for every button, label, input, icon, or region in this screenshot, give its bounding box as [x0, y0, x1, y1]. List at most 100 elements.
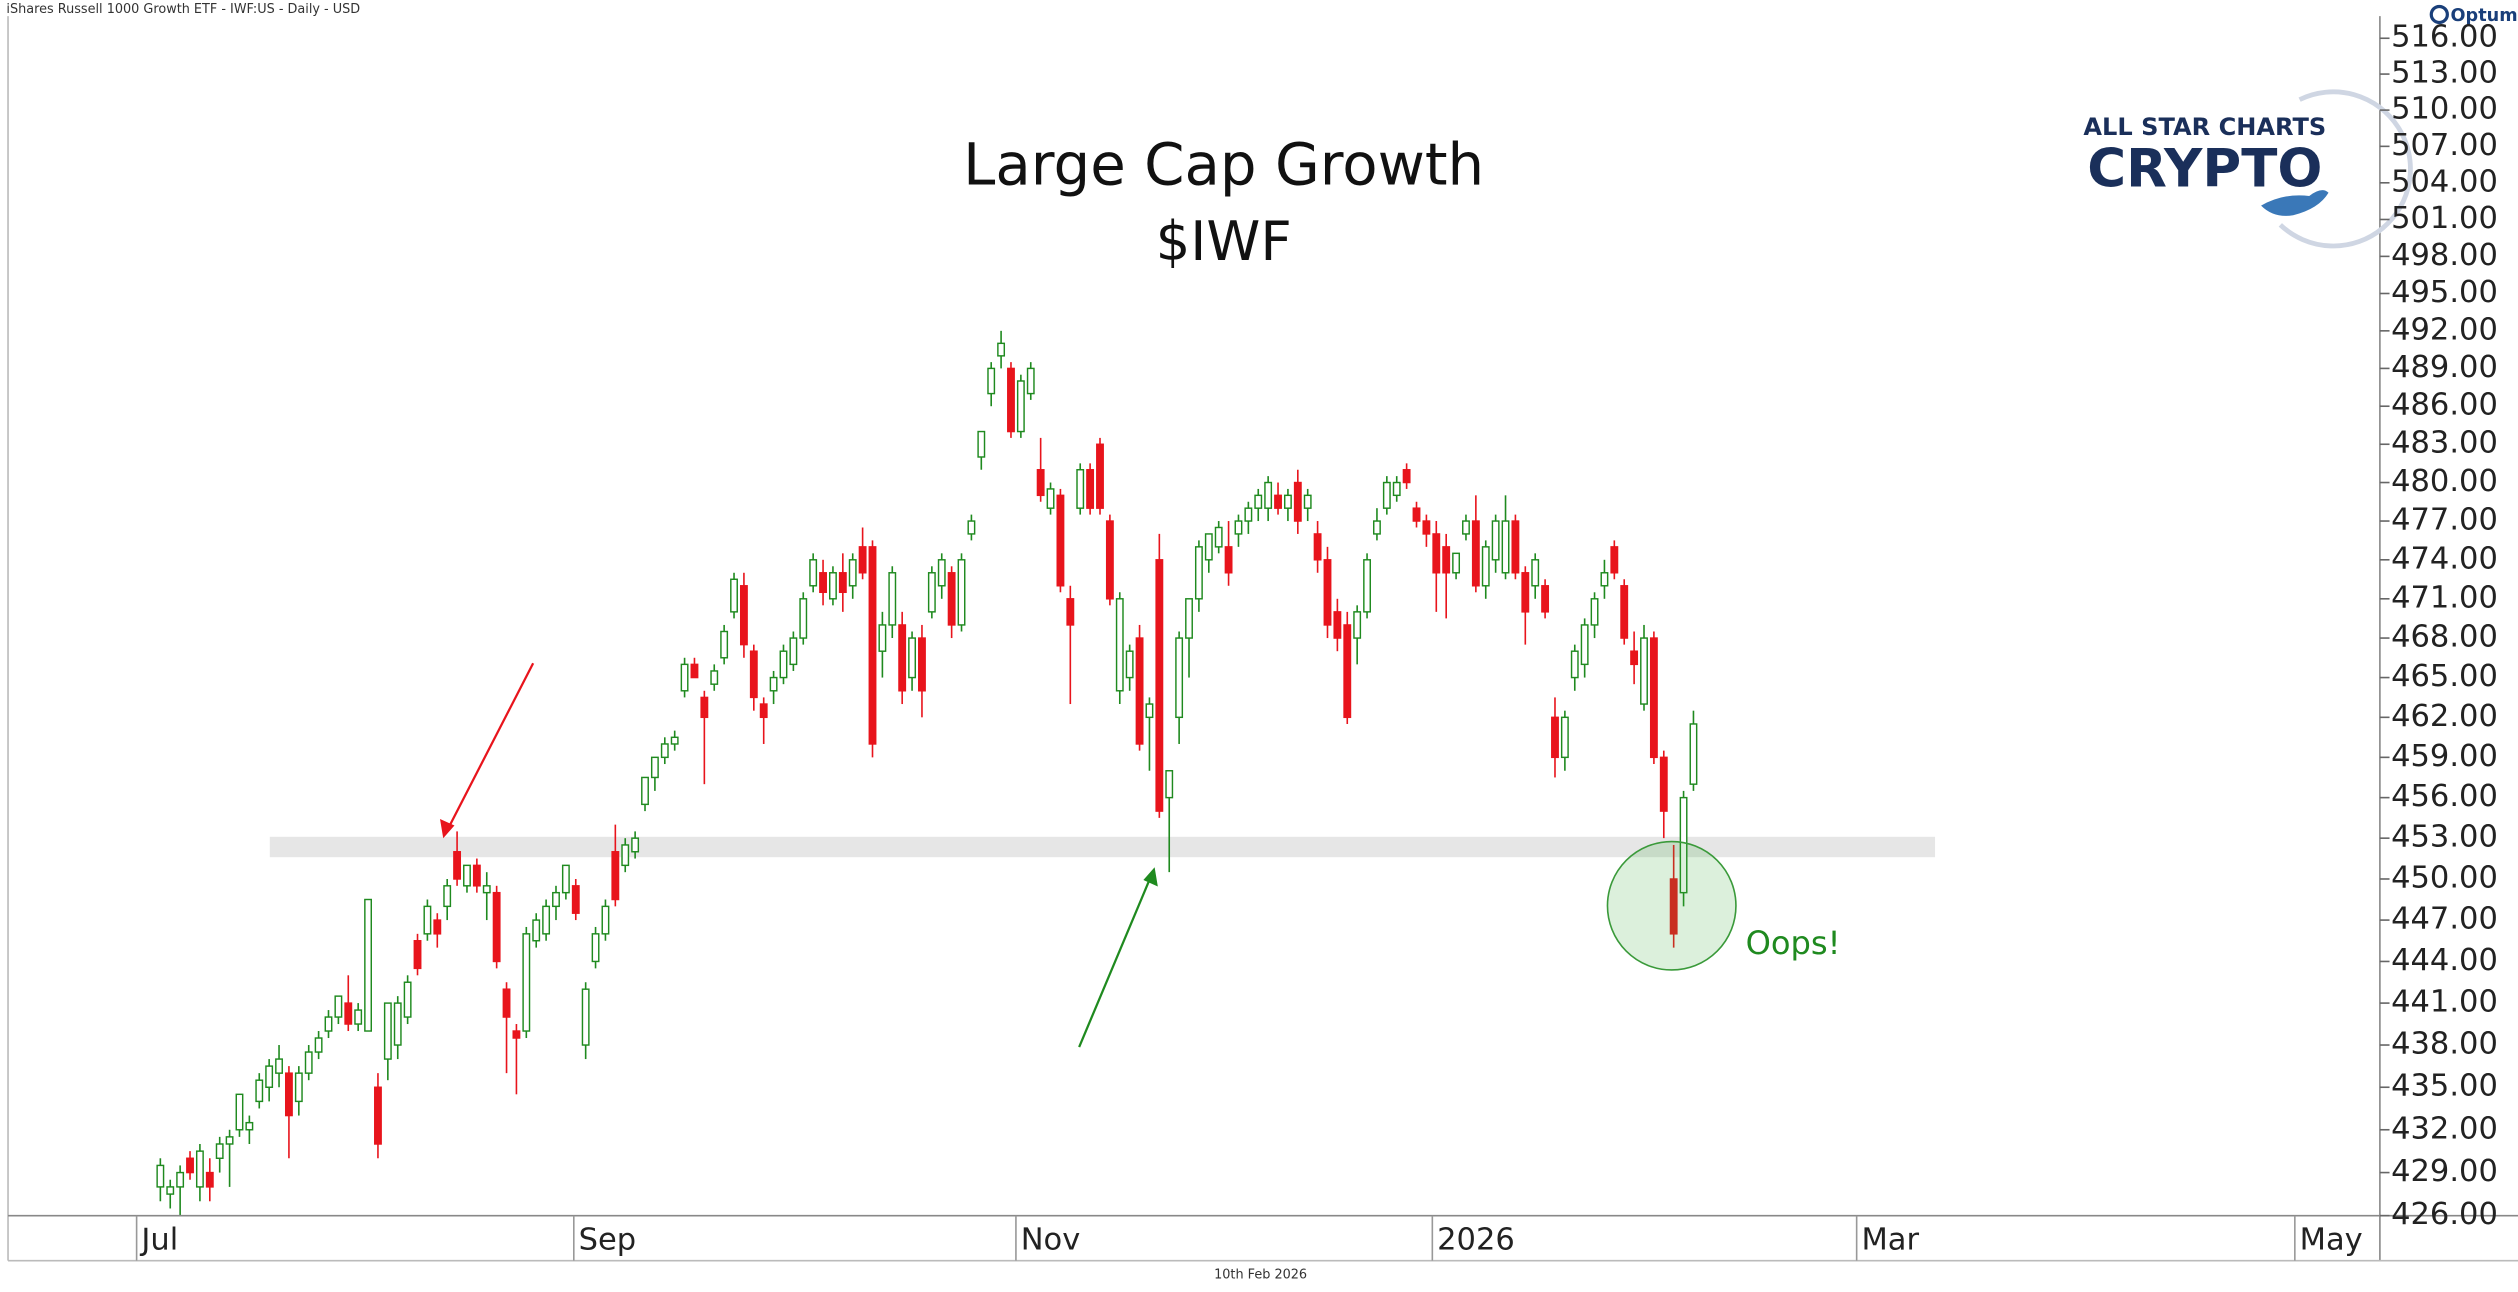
candle-body [1392, 481, 1401, 497]
candle-body [1115, 598, 1124, 692]
footer-date: 10th Feb 2026 [1214, 1267, 1307, 1282]
candle-body [799, 598, 808, 639]
x-tick-label: Jul [139, 1222, 178, 1257]
y-tick-label: 513.00 [2391, 56, 2498, 91]
candle-body [195, 1150, 204, 1188]
candle-body [1679, 796, 1688, 894]
candle-body [1303, 494, 1312, 509]
candle-body [1016, 380, 1025, 433]
candle-body [1610, 546, 1619, 574]
green-arrow-head [1143, 867, 1158, 887]
candle-body [591, 933, 600, 963]
candle-body [1264, 481, 1273, 509]
annotation: Oops! [1746, 924, 1841, 962]
red-arrow [445, 662, 535, 833]
y-tick-label: 429.00 [2391, 1154, 2498, 1189]
chart-title: Large Cap Growth [963, 131, 1484, 199]
candle-body [571, 885, 580, 914]
candle-body [1244, 507, 1253, 522]
y-tick-label: 435.00 [2391, 1069, 2498, 1104]
candle-body [690, 663, 699, 679]
candle-body [1343, 624, 1352, 719]
candle-body [858, 546, 867, 574]
y-tick-label: 438.00 [2391, 1027, 2498, 1062]
candle-body [1323, 559, 1332, 626]
candle-body [1175, 637, 1184, 719]
logo: ALL STAR CHARTS CRYPTO [2083, 89, 2413, 249]
candle-body [1630, 650, 1639, 666]
candle-body [1214, 526, 1223, 548]
candle-body [1036, 469, 1045, 497]
candle-body [1669, 878, 1678, 935]
candle-body [314, 1037, 323, 1053]
candle-body [275, 1058, 283, 1074]
candle-body [1491, 520, 1500, 561]
x-tick-label: Nov [1021, 1222, 1081, 1257]
candle-body [552, 891, 560, 908]
candle-body [374, 1086, 382, 1145]
candle-body [542, 905, 551, 935]
y-tick-label: 501.00 [2391, 201, 2498, 236]
candle-body [947, 572, 956, 626]
candle-body [215, 1143, 224, 1159]
candle-body [383, 1002, 392, 1060]
logo-main: CRYPTO [2087, 138, 2322, 199]
candle-body [1234, 520, 1243, 535]
candle-body [1689, 723, 1698, 785]
y-tick-label: 471.00 [2391, 580, 2498, 615]
candle-body [403, 981, 412, 1018]
candle-body [650, 756, 659, 779]
candle-body [888, 572, 897, 626]
candle-body [720, 630, 729, 659]
candle-body [898, 624, 907, 692]
y-tick-label: 459.00 [2391, 739, 2498, 774]
candle-body [631, 837, 640, 853]
candle-body [759, 703, 768, 719]
candle-body [423, 905, 432, 935]
x-tick-label: May [2300, 1222, 2363, 1257]
candle-body [324, 1016, 333, 1032]
candle-body [1541, 585, 1550, 613]
candle-body [838, 572, 847, 594]
candle-body [1283, 494, 1292, 509]
candle-body [1481, 546, 1490, 587]
candle-body [1373, 520, 1381, 535]
candle-body [502, 988, 511, 1018]
candle-body [987, 367, 996, 395]
candle-body [482, 885, 491, 894]
candle-body [749, 650, 758, 699]
candle-body [1432, 533, 1441, 574]
candle-body [265, 1065, 274, 1088]
candle-body [611, 851, 620, 901]
candle-body [967, 520, 976, 535]
candle-body [176, 1171, 185, 1188]
candle-body [166, 1186, 175, 1195]
logo-top: ALL STAR CHARTS [2083, 113, 2326, 141]
candle-body [809, 559, 818, 587]
platform-icon [2429, 4, 2449, 25]
candle-body [1204, 533, 1213, 561]
candle-body [581, 988, 590, 1046]
header: iShares Russell 1000 Growth ETF - IWF:US… [6, 2, 360, 17]
candle-body [1076, 469, 1085, 509]
candle-body [739, 585, 748, 646]
y-tick-label: 432.00 [2391, 1111, 2498, 1146]
candle-body [1224, 546, 1233, 574]
candle-body [413, 940, 422, 970]
y-tick-label: 507.00 [2391, 128, 2498, 163]
candle-body [304, 1051, 313, 1074]
candle-body [1066, 598, 1075, 626]
candle-body [819, 572, 827, 594]
candle-body [1145, 703, 1154, 719]
platform: Optuma [2451, 6, 2518, 26]
candle-body [354, 1009, 363, 1025]
candle-body [225, 1136, 234, 1145]
candle-body [1560, 716, 1569, 759]
candle-body [284, 1072, 293, 1117]
candle-body [1353, 611, 1362, 639]
candle-body [878, 624, 887, 652]
y-tick-label: 492.00 [2391, 312, 2498, 347]
candle-body [1452, 552, 1461, 574]
